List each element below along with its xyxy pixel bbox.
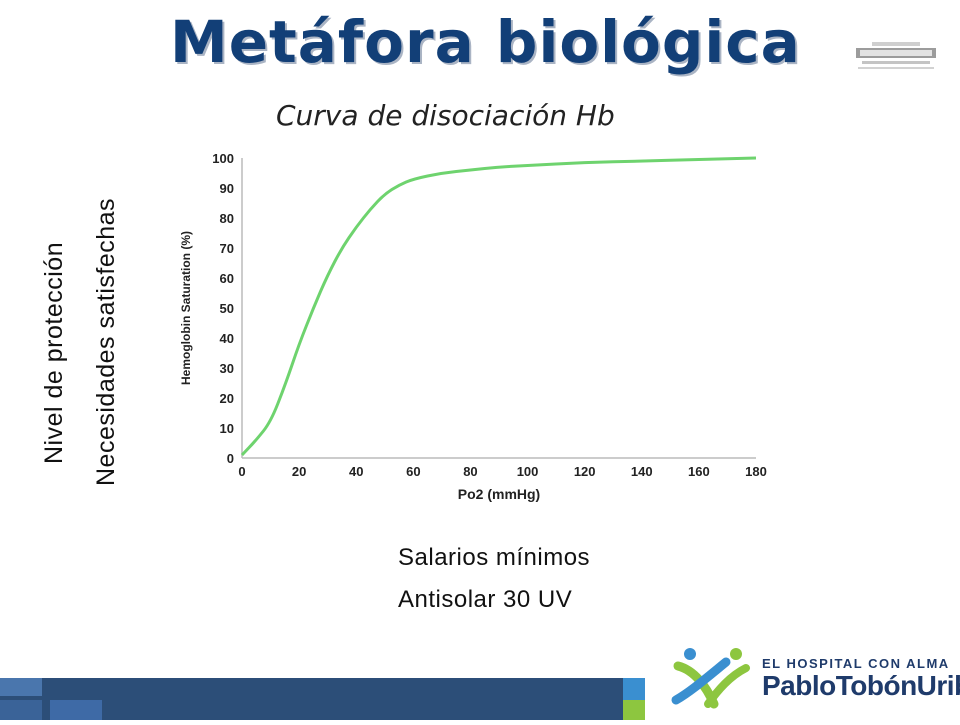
y-tick-label: 50 <box>220 301 234 316</box>
y-tick-label: 0 <box>227 451 234 466</box>
slide-title: Metáfora biológica <box>170 8 801 76</box>
hospital-logo: EL HOSPITAL CON ALMA PabloTobónUribe <box>660 640 960 720</box>
left-label-protection: Nivel de protección <box>40 241 68 464</box>
footer-accent-blue <box>623 678 645 700</box>
y-tick-label: 40 <box>220 331 234 346</box>
x-tick-label: 20 <box>292 464 306 479</box>
x-tick-label: 140 <box>631 464 653 479</box>
y-tick-label: 100 <box>212 151 234 166</box>
footer-accent-green <box>623 700 645 720</box>
hospital-tagline: EL HOSPITAL CON ALMA <box>762 656 950 671</box>
corner-hospital-logo <box>856 42 936 74</box>
footer-bar <box>0 678 640 720</box>
x-tick-label: 40 <box>349 464 363 479</box>
chart-title: Curva de disociación Hb <box>276 99 615 132</box>
hospital-name: PabloTobónUribe <box>762 670 960 701</box>
y-tick-label: 20 <box>220 391 234 406</box>
y-tick-label: 30 <box>220 361 234 376</box>
caption-salaries: Salarios mínimos <box>398 544 591 571</box>
y-tick-label: 70 <box>220 241 234 256</box>
x-tick-label: 60 <box>406 464 420 479</box>
x-tick-label: 0 <box>238 464 245 479</box>
x-tick-label: 120 <box>574 464 596 479</box>
x-tick-label: 100 <box>517 464 539 479</box>
x-tick-label: 180 <box>745 464 767 479</box>
y-axis-label: Hemoglobin Saturation (%) <box>179 231 193 385</box>
x-tick-label: 160 <box>688 464 710 479</box>
x-tick-label: 80 <box>463 464 477 479</box>
x-tick-labels: 0 20 40 60 80 100 120 140 160 180 <box>238 464 766 479</box>
caption-sunscreen: Antisolar 30 UV <box>398 586 573 613</box>
chart-panel: Curva de disociación Hb 0 10 20 30 40 50 60 70 8… <box>166 95 780 513</box>
footer-block <box>50 700 102 720</box>
footer-block <box>0 678 42 696</box>
x-axis-label: Po2 (mmHg) <box>458 486 540 502</box>
y-tick-label: 60 <box>220 271 234 286</box>
y-tick-label: 10 <box>220 421 234 436</box>
y-tick-label: 80 <box>220 211 234 226</box>
y-tick-label: 90 <box>220 181 234 196</box>
hb-dissociation-chart: Curva de disociación Hb 0 10 20 30 40 50 60 70 8… <box>179 99 767 502</box>
left-label-needs: Necesidades satisfechas <box>92 197 120 486</box>
hospital-emblem-icon <box>671 648 750 709</box>
footer-block <box>0 700 42 720</box>
y-tick-labels: 0 10 20 30 40 50 60 70 80 90 100 <box>212 151 234 466</box>
saturation-curve <box>240 156 757 457</box>
